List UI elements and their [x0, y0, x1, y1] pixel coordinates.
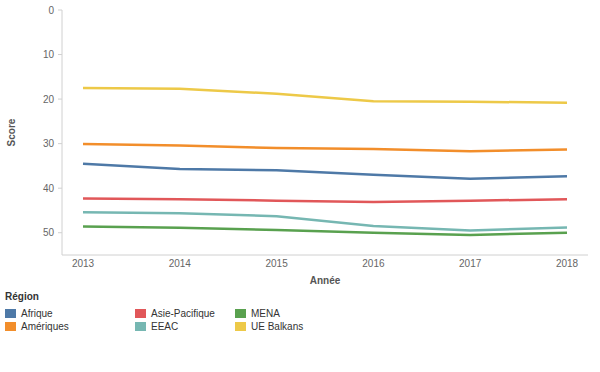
x-tick-label: 2013 — [72, 258, 95, 269]
y-tick-label: 50 — [43, 227, 55, 238]
y-tick — [58, 143, 62, 144]
x-tick-label: 2015 — [265, 258, 288, 269]
x-tick-label: 2016 — [362, 258, 385, 269]
series-line — [83, 88, 567, 103]
series-line — [83, 212, 567, 230]
legend-label: MENA — [251, 308, 280, 319]
series-group — [83, 88, 567, 235]
legend-title: Région — [5, 291, 39, 302]
y-axis-line — [62, 10, 63, 255]
x-tick-label: 2018 — [556, 258, 579, 269]
y-tick-label: 10 — [43, 49, 55, 60]
x-axis: 2013 2014 2015 2016 2017 2018 — [72, 258, 579, 269]
legend-swatch — [135, 309, 146, 318]
y-tick-label: 40 — [43, 183, 55, 194]
legend-label: Asie-Pacifique — [151, 308, 215, 319]
y-tick — [58, 10, 62, 11]
legend-label: UE Balkans — [251, 321, 303, 332]
y-axis-title: Score — [6, 118, 17, 146]
x-tick-label: 2014 — [169, 258, 192, 269]
legend-swatch — [5, 322, 16, 331]
legend-swatch — [235, 322, 246, 331]
y-tick — [58, 99, 62, 100]
legend-swatch — [135, 322, 146, 331]
legend-swatch — [5, 309, 16, 318]
x-axis-line — [62, 255, 588, 256]
legend-label: Afrique — [21, 308, 53, 319]
series-line — [83, 198, 567, 202]
y-tick — [58, 188, 62, 189]
y-tick — [58, 232, 62, 233]
y-tick-label: 20 — [43, 94, 55, 105]
legend: Région Afrique Asie-Pacifique MENA Amériques… — [5, 291, 303, 332]
y-axis: 0 10 20 30 40 50 — [43, 5, 62, 239]
chart: 0 10 20 30 40 50 2013 2014 2015 2016 2017 2018 Année… — [0, 0, 600, 372]
x-tick-label: 2017 — [459, 258, 482, 269]
legend-swatch — [235, 309, 246, 318]
series-line — [83, 164, 567, 179]
legend-label: EEAC — [151, 321, 178, 332]
x-axis-title: Année — [310, 275, 341, 286]
y-tick — [58, 54, 62, 55]
y-tick-label: 30 — [43, 138, 55, 149]
series-line — [83, 144, 567, 151]
y-tick-label: 0 — [48, 5, 54, 16]
legend-label: Amériques — [21, 321, 69, 332]
